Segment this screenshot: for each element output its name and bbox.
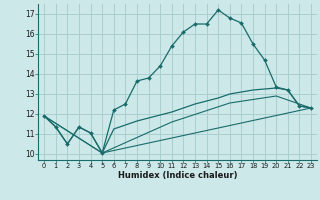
X-axis label: Humidex (Indice chaleur): Humidex (Indice chaleur) bbox=[118, 171, 237, 180]
